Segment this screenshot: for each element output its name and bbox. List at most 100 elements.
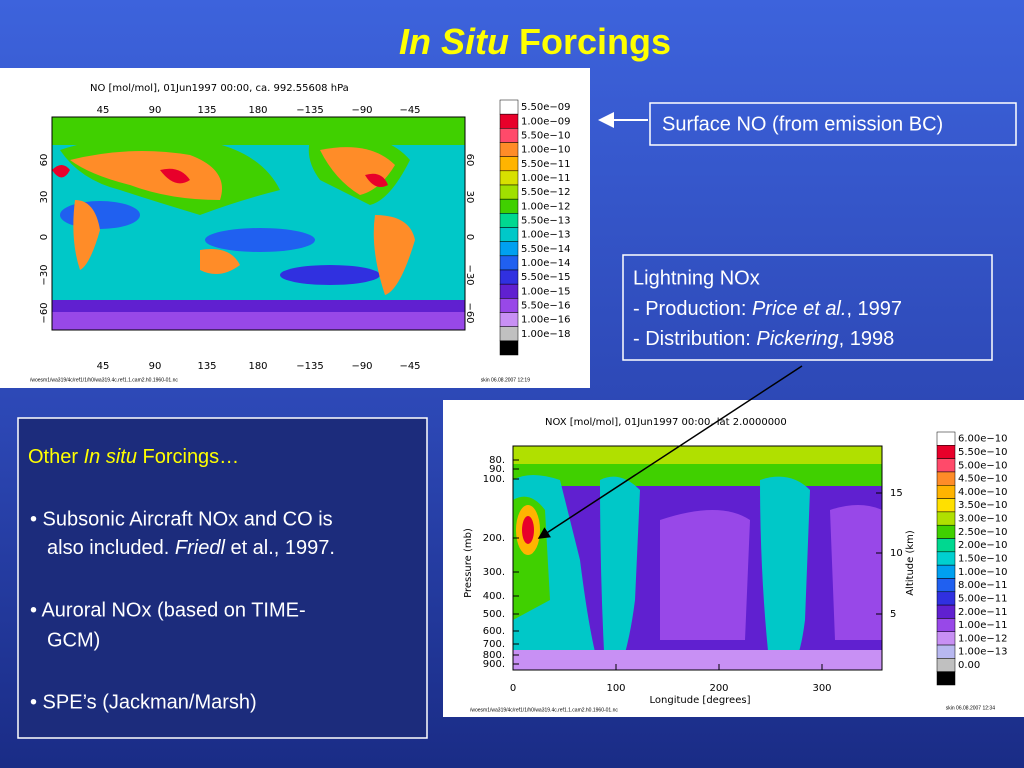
bullet-text: also included. Friedl et al., 1997.	[47, 537, 335, 559]
map-lon-tick: 180	[248, 361, 267, 372]
map-lat-tick: 0	[39, 234, 50, 240]
colorbar-swatch	[936, 658, 956, 672]
lightning-heading: Lightning NOx	[633, 267, 760, 289]
other-box	[17, 417, 428, 739]
section-y-label: Pressure (mb)	[463, 528, 474, 598]
colorbar-swatch	[936, 631, 956, 646]
colorbar-swatch	[936, 591, 956, 606]
colorbar-label: 1.00e−11	[958, 620, 1008, 631]
colorbar-label: 1.00e−18	[521, 329, 571, 340]
colorbar-label: 5.50e−10	[958, 447, 1008, 458]
colorbar-swatch	[936, 604, 956, 619]
map-lon-tick: −135	[296, 105, 323, 116]
colorbar-swatch	[499, 340, 519, 356]
colorbar-swatch	[499, 128, 519, 143]
colorbar-swatch	[499, 241, 519, 257]
section-footer-right: skin 06.08.2007 12:34	[946, 705, 995, 711]
map-lat-tick: −30	[464, 264, 475, 285]
colorbar-swatch	[499, 99, 519, 115]
map-lon-tick: −45	[399, 361, 420, 372]
colorbar-swatch	[499, 227, 519, 242]
colorbar-swatch	[936, 551, 956, 566]
colorbar-label: 5.00e−10	[958, 460, 1008, 471]
colorbar-label: 5.50e−13	[521, 215, 571, 226]
map-lon-tick: 45	[97, 361, 110, 372]
colorbar-swatch	[936, 458, 956, 473]
colorbar-swatch	[499, 298, 519, 313]
pressure-tick: 800.	[483, 650, 505, 661]
lightning-arrow	[537, 365, 803, 539]
map-lat-tick: 60	[39, 154, 50, 167]
colorbar-label: 3.00e−10	[958, 514, 1008, 525]
map-lat-tick: 60	[464, 154, 475, 167]
map-lon-tick: 45	[97, 105, 110, 116]
lon-tick: 300	[812, 683, 831, 694]
colorbar-label: 1.00e−10	[958, 567, 1008, 578]
colorbar-swatch	[499, 156, 519, 172]
pressure-tick: 200.	[483, 533, 505, 544]
section-x-label: Longitude [degrees]	[650, 695, 751, 706]
colorbar-label: 4.00e−10	[958, 487, 1008, 498]
colorbar-swatch	[936, 485, 956, 499]
map-title: NO [mol/mol], 01Jun1997 00:00, ca. 992.5…	[90, 83, 349, 94]
colorbar-label: 5.50e−15	[521, 272, 571, 283]
map-lon-tick: −90	[351, 361, 372, 372]
colorbar-swatch	[936, 511, 956, 526]
map-lon-tick: −90	[351, 105, 372, 116]
bullet-text: GCM)	[47, 629, 100, 651]
section-title: NOX [mol/mol], 01Jun1997 00:00, lat 2.00…	[545, 417, 787, 428]
pressure-tick: 900.	[483, 659, 505, 670]
map-lon-tick: 135	[197, 105, 216, 116]
colorbar-swatch	[499, 142, 519, 157]
map-footer-right: skin 06.08.2007 12:19	[481, 377, 530, 383]
colorbar-label: 1.50e−10	[958, 554, 1008, 565]
map-field	[52, 117, 465, 330]
altitude-tick: 5	[890, 609, 896, 620]
colorbar-label: 5.50e−16	[521, 300, 571, 311]
colorbar-label: 1.00e−11	[521, 173, 571, 184]
colorbar-label: 1.00e−12	[521, 201, 571, 212]
section-frame	[512, 445, 883, 671]
colorbar-label: 1.00e−13	[958, 647, 1008, 658]
colorbar-label: 2.00e−11	[958, 607, 1008, 618]
map-lon-tick: −135	[296, 361, 323, 372]
colorbar-swatch	[499, 269, 519, 285]
lon-tick: 100	[606, 683, 625, 694]
map-frame	[51, 116, 466, 331]
lightning-distribution: - Distribution: Pickering, 1998	[633, 328, 894, 350]
map-lon-tick: −45	[399, 105, 420, 116]
map-lat-tick: −30	[39, 264, 50, 285]
colorbar-label: 5.50e−14	[521, 244, 571, 255]
map-lat-tick: 30	[39, 191, 50, 204]
colorbar-label: 3.50e−10	[958, 500, 1008, 511]
colorbar-label: 2.00e−10	[958, 540, 1008, 551]
colorbar-swatch	[936, 524, 956, 539]
pressure-tick: 100.	[483, 474, 505, 485]
colorbar-label: 5.50e−11	[521, 159, 571, 170]
slide-title: In Situ Forcings	[399, 21, 671, 62]
colorbar-label: 5.50e−10	[521, 130, 571, 141]
colorbar-label: 1.00e−15	[521, 286, 571, 297]
map-lat-tick: −60	[464, 302, 475, 323]
colorbar-swatch	[499, 283, 519, 299]
pressure-tick: 400.	[483, 591, 505, 602]
map-lat-tick: 30	[464, 191, 475, 204]
colorbar-label: 5.50e−09	[521, 102, 571, 113]
colorbar-swatch	[936, 538, 956, 553]
colorbar-label: 1.00e−16	[521, 315, 571, 326]
section-footer-left: /woesm1/wa319/4c/ref1/1/h0/wa319.4c.ref1…	[470, 707, 618, 713]
colorbar-swatch	[936, 671, 956, 686]
section-y2-label: Altitude (km)	[905, 530, 916, 596]
colorbar-swatch	[936, 498, 956, 513]
pressure-tick: 90.	[489, 464, 505, 475]
pressure-tick: 80.	[489, 455, 505, 466]
colorbar-swatch	[499, 198, 519, 214]
colorbar-label: 5.50e−12	[521, 187, 571, 198]
colorbar-swatch	[936, 644, 956, 659]
pressure-tick: 500.	[483, 609, 505, 620]
colorbar-label: 1.00e−09	[521, 116, 571, 127]
map-lon-tick: 135	[197, 361, 216, 372]
colorbar-label: 1.00e−12	[958, 633, 1008, 644]
